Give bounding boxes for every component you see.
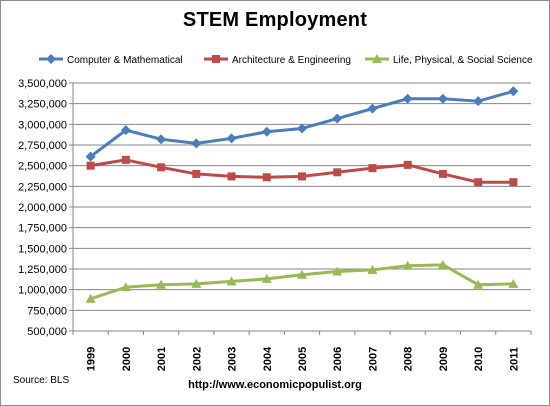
data-point <box>437 259 448 269</box>
x-tick-label: 2008 <box>403 347 415 371</box>
data-point <box>508 278 519 288</box>
data-point <box>437 93 448 104</box>
y-tick-label: 3,000,000 <box>18 119 67 131</box>
y-tick-label: 2,500,000 <box>18 161 67 173</box>
data-point <box>191 278 202 288</box>
legend-marker <box>46 54 56 64</box>
data-point <box>85 151 96 162</box>
data-point <box>402 93 413 104</box>
data-point <box>297 123 307 134</box>
data-point <box>332 266 343 276</box>
data-point <box>297 269 307 279</box>
data-point <box>156 134 167 145</box>
chart-title: STEM Employment <box>182 9 368 31</box>
legend-marker <box>372 54 382 63</box>
data-point <box>192 169 201 178</box>
data-point <box>402 260 413 270</box>
y-tick-label: 1,500,000 <box>18 243 67 255</box>
legend-label: Life, Physical, & Social Science <box>393 55 533 66</box>
x-tick-label: 2002 <box>191 347 203 371</box>
x-tick-label: 2004 <box>262 346 274 371</box>
data-point <box>367 103 378 114</box>
legend-label: Computer & Mathematical <box>67 55 183 66</box>
data-point <box>120 282 131 292</box>
data-point <box>261 126 272 137</box>
data-point <box>438 169 447 178</box>
x-tick-label: 2010 <box>473 347 485 371</box>
x-tick-label: 2007 <box>367 347 379 371</box>
data-point <box>157 163 166 172</box>
legend-marker <box>212 55 220 63</box>
data-point <box>86 161 95 170</box>
legend-label: Architecture & Engineering <box>232 55 351 66</box>
x-tick-label: 2001 <box>156 347 168 371</box>
data-point <box>226 276 237 286</box>
data-point <box>85 293 96 303</box>
source-note: Source: BLS <box>13 375 70 386</box>
y-tick-label: 3,250,000 <box>18 99 67 111</box>
x-tick-label: 2011 <box>508 347 520 371</box>
data-point <box>367 264 378 274</box>
data-point <box>333 168 342 177</box>
data-point <box>226 133 237 144</box>
y-tick-label: 500,000 <box>27 326 67 338</box>
data-point <box>120 125 131 136</box>
data-point <box>473 279 484 289</box>
data-point <box>191 138 202 149</box>
data-point <box>261 273 272 283</box>
x-tick-label: 2005 <box>297 347 309 371</box>
y-tick-label: 2,000,000 <box>18 202 67 214</box>
data-point <box>474 178 483 187</box>
data-point <box>227 172 236 181</box>
data-point <box>156 279 167 289</box>
data-point <box>403 160 412 169</box>
data-point <box>121 155 130 164</box>
data-point <box>332 113 343 124</box>
y-tick-label: 750,000 <box>27 305 67 317</box>
data-point <box>508 86 519 97</box>
y-tick-label: 2,750,000 <box>18 140 67 152</box>
data-point <box>473 96 484 107</box>
y-tick-label: 1,000,000 <box>18 285 67 297</box>
source-url: http://www.economicpopulist.org <box>188 379 362 391</box>
data-point <box>368 164 377 173</box>
data-point <box>262 173 271 182</box>
x-tick-label: 1999 <box>86 347 98 371</box>
y-tick-label: 1,750,000 <box>18 223 67 235</box>
x-tick-label: 2003 <box>227 347 239 371</box>
y-tick-label: 1,250,000 <box>18 264 67 276</box>
data-point <box>509 178 518 187</box>
x-tick-label: 2009 <box>438 347 450 371</box>
x-tick-label: 2000 <box>121 347 133 371</box>
data-point <box>298 172 306 181</box>
y-tick-label: 3,500,000 <box>18 78 67 90</box>
y-tick-label: 2,250,000 <box>18 181 67 193</box>
x-tick-label: 2006 <box>332 347 344 371</box>
